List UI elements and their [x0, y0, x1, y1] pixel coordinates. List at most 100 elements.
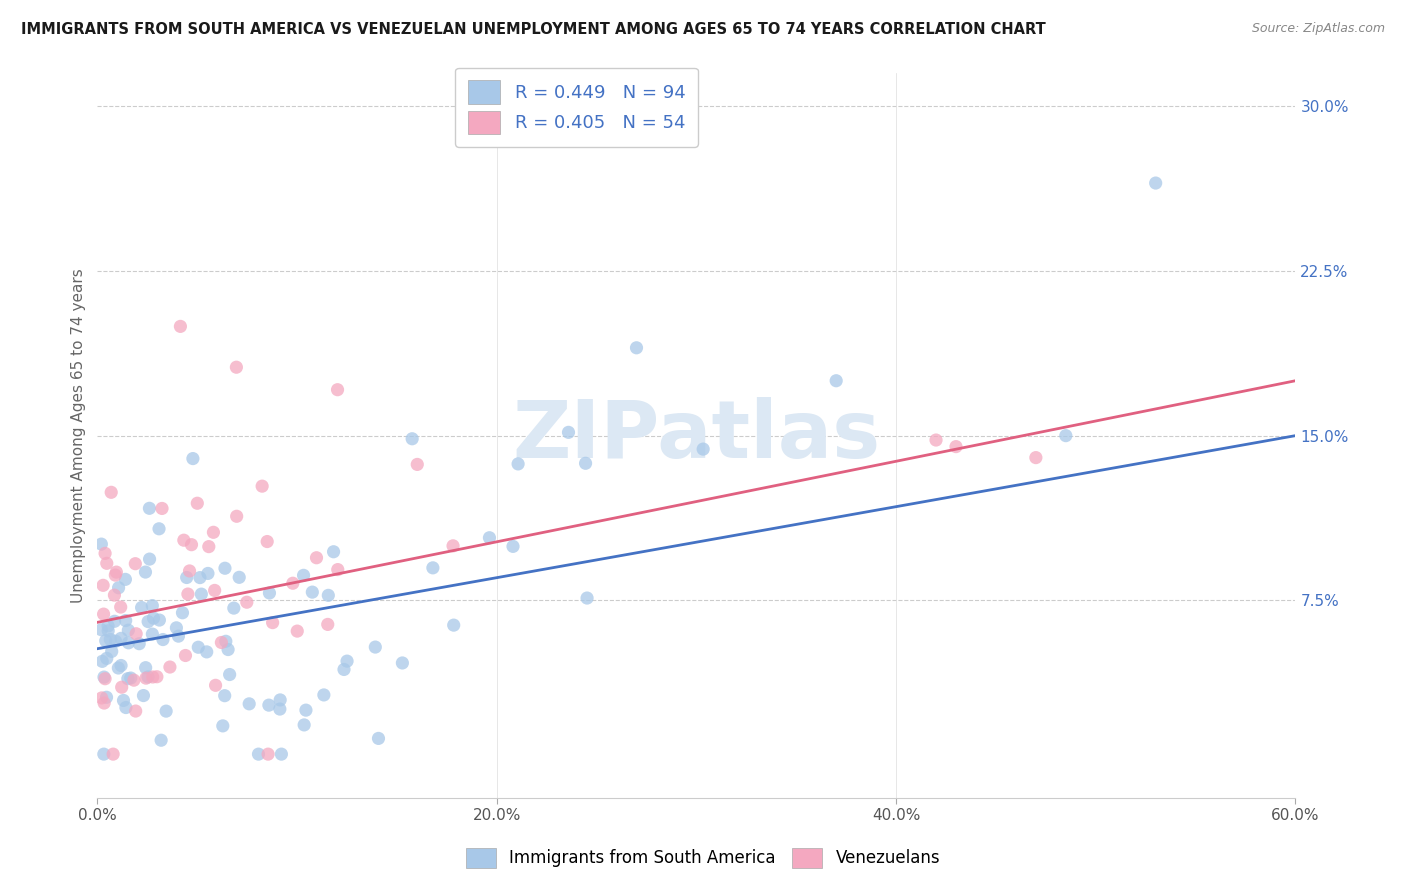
Point — [1054, 428, 1077, 442]
Point — [250, 479, 273, 493]
Point — [269, 693, 291, 707]
Point — [557, 425, 579, 440]
Point — [136, 670, 159, 684]
Point — [96, 557, 118, 571]
Text: ZIPatlas: ZIPatlas — [512, 397, 880, 475]
Point — [124, 557, 146, 571]
Point — [925, 433, 948, 447]
Point — [333, 663, 356, 677]
Point — [215, 634, 238, 648]
Point — [148, 613, 170, 627]
Point — [187, 640, 209, 655]
Point — [197, 566, 219, 581]
Point — [217, 642, 239, 657]
Point — [112, 693, 135, 707]
Point — [93, 607, 115, 621]
Point — [322, 545, 344, 559]
Point — [114, 614, 136, 628]
Point — [142, 670, 165, 684]
Point — [526, 132, 548, 146]
Point — [301, 585, 323, 599]
Point — [326, 383, 349, 397]
Point — [257, 698, 280, 713]
Point — [105, 565, 128, 579]
Point — [478, 531, 501, 545]
Point — [107, 661, 129, 675]
Point — [110, 632, 132, 646]
Point — [576, 591, 599, 605]
Point — [177, 587, 200, 601]
Point — [96, 651, 118, 665]
Point — [136, 615, 159, 629]
Point — [173, 533, 195, 548]
Point — [218, 667, 240, 681]
Point — [111, 680, 134, 694]
Point — [269, 702, 291, 716]
Point — [188, 571, 211, 585]
Point — [574, 456, 596, 470]
Point — [117, 672, 139, 686]
Point — [626, 341, 648, 355]
Point — [159, 660, 181, 674]
Point — [364, 640, 387, 654]
Point — [190, 587, 212, 601]
Point — [110, 658, 132, 673]
Point — [91, 578, 114, 592]
Point — [195, 645, 218, 659]
Point — [90, 690, 112, 705]
Point — [110, 600, 132, 615]
Point — [100, 485, 122, 500]
Point — [134, 565, 156, 579]
Point — [138, 501, 160, 516]
Point — [292, 568, 315, 582]
Point — [391, 656, 413, 670]
Point — [176, 570, 198, 584]
Point — [202, 525, 225, 540]
Point — [204, 678, 226, 692]
Point — [692, 442, 714, 456]
Point — [825, 374, 848, 388]
Point — [316, 617, 339, 632]
Point — [336, 654, 359, 668]
Point — [117, 636, 139, 650]
Point — [94, 672, 117, 686]
Point — [285, 624, 308, 639]
Point — [120, 671, 142, 685]
Legend: Immigrants from South America, Venezuelans: Immigrants from South America, Venezuela… — [460, 841, 946, 875]
Point — [211, 719, 233, 733]
Point — [93, 670, 115, 684]
Point — [114, 573, 136, 587]
Point — [945, 440, 967, 454]
Text: Source: ZipAtlas.com: Source: ZipAtlas.com — [1251, 22, 1385, 36]
Point — [150, 501, 173, 516]
Point — [97, 619, 120, 633]
Point — [100, 644, 122, 658]
Point — [270, 747, 292, 761]
Point — [441, 539, 464, 553]
Point — [305, 550, 328, 565]
Point — [198, 540, 221, 554]
Point — [326, 563, 349, 577]
Point — [214, 561, 236, 575]
Point — [101, 747, 124, 761]
Point — [135, 671, 157, 685]
Point — [502, 540, 524, 554]
Point — [104, 568, 127, 582]
Point — [141, 627, 163, 641]
Point — [103, 588, 125, 602]
Point — [1025, 450, 1047, 465]
Point — [443, 618, 465, 632]
Point — [179, 564, 201, 578]
Point — [259, 586, 281, 600]
Point — [96, 690, 118, 705]
Point — [367, 731, 389, 746]
Point — [225, 360, 247, 375]
Point — [104, 634, 127, 648]
Point — [141, 599, 163, 613]
Point — [247, 747, 270, 761]
Point — [228, 570, 250, 584]
Point — [122, 673, 145, 688]
Point — [142, 611, 165, 625]
Point — [93, 696, 115, 710]
Point — [152, 632, 174, 647]
